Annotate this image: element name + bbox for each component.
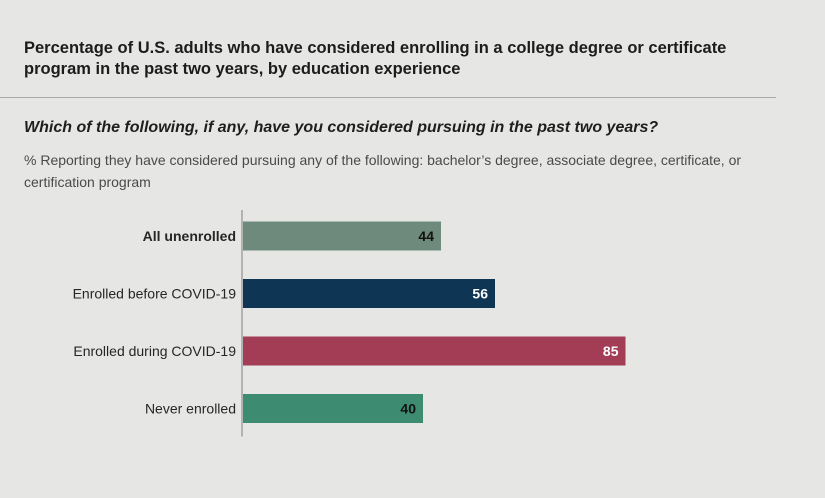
bar-2 (243, 336, 626, 366)
chart-title: Percentage of U.S. adults who have consi… (24, 39, 727, 78)
category-label-2: Enrolled during COVID-19 (73, 343, 236, 359)
value-label-3: 40 (400, 401, 416, 417)
category-label-3: Never enrolled (145, 401, 236, 417)
category-label-1: Enrolled before COVID-19 (73, 286, 237, 302)
chart-question: Which of the following, if any, have you… (24, 119, 659, 136)
bar-1 (243, 279, 495, 308)
value-label-0: 44 (418, 228, 434, 244)
title-divider (0, 97, 776, 98)
category-label-0: All unenrolled (143, 228, 236, 244)
value-label-1: 56 (472, 286, 488, 302)
chart-subtitle: % Reporting they have considered pursuin… (24, 152, 742, 190)
bar-3 (243, 394, 423, 423)
bar-0 (243, 221, 441, 251)
value-label-2: 85 (603, 343, 619, 359)
bar-chart: All unenrolled 44 Enrolled before COVID-19… (73, 210, 626, 437)
